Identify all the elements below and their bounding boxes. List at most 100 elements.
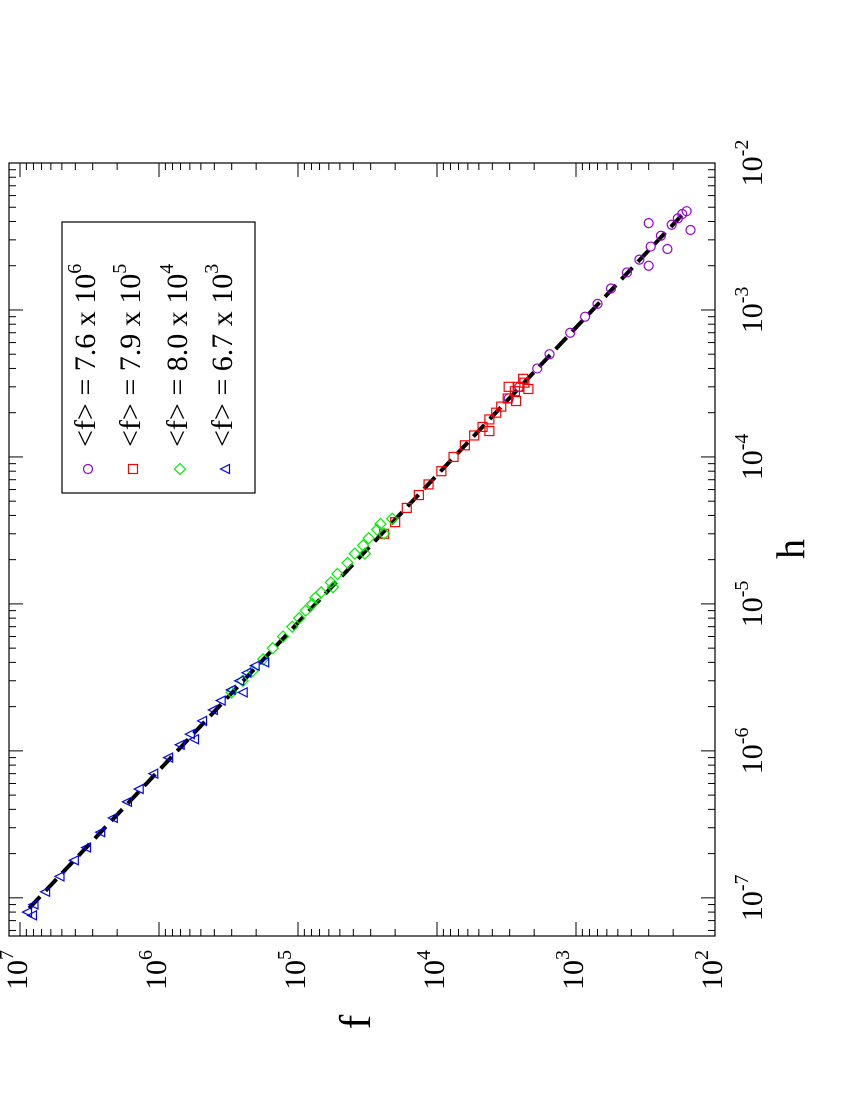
data-point-diamond bbox=[370, 523, 384, 537]
axis-ticks bbox=[9, 162, 716, 936]
data-point-circle bbox=[532, 363, 543, 374]
data-point-triangle-left bbox=[21, 906, 33, 918]
data-point-triangle-left bbox=[147, 768, 159, 780]
data-point-circle bbox=[681, 206, 692, 217]
legend-entry: <f> = 6.7 x 103 bbox=[201, 264, 239, 475]
data-point-triangle-left bbox=[240, 667, 252, 679]
data-point-triangle-left bbox=[132, 783, 144, 795]
legend-label: <f> = 6.7 x 103 bbox=[201, 264, 239, 447]
data-point-diamond bbox=[348, 547, 362, 560]
legend-entry: <f> = 7.6 x 106 bbox=[64, 264, 102, 475]
legend-entry: <f> = 7.9 x 105 bbox=[109, 264, 147, 475]
data-point-circle bbox=[565, 327, 576, 338]
data-point-triangle-left bbox=[224, 684, 236, 696]
x-axis-label: h bbox=[768, 539, 813, 559]
data-point-circle bbox=[580, 311, 591, 322]
data-point-circle bbox=[634, 254, 645, 265]
data-point-triangle-left bbox=[53, 870, 65, 882]
legend-marker-circle bbox=[82, 463, 94, 475]
data-point-square bbox=[413, 489, 424, 501]
data-point-triangle-left bbox=[206, 704, 218, 716]
legend-label: <f> = 7.6 x 106 bbox=[64, 264, 102, 447]
data-point-triangle-left bbox=[39, 886, 51, 898]
legend-marker-square bbox=[127, 463, 139, 475]
data-point-diamond bbox=[276, 630, 290, 643]
data-point-diamond bbox=[356, 539, 370, 552]
data-point-circle bbox=[643, 218, 654, 229]
legend-marker-diamond bbox=[173, 462, 187, 476]
tick-labels: 10-7 10-6 10-5 10-4 10-3 10-2 102 103 104 105 106 1… bbox=[0, 140, 769, 990]
data-point-diamond bbox=[285, 620, 299, 634]
data-point-triangle-left bbox=[67, 854, 79, 866]
f-tick-label: 102 bbox=[691, 950, 729, 990]
data-point-diamond bbox=[374, 517, 387, 531]
data-point-diamond bbox=[324, 576, 338, 589]
data-point-diamond bbox=[266, 641, 280, 655]
data-point-square bbox=[469, 430, 480, 441]
data-point-triangle-left bbox=[248, 660, 260, 672]
data-point-triangle-left bbox=[27, 899, 39, 911]
data-point-square bbox=[448, 451, 459, 463]
data-point-circle bbox=[544, 349, 555, 360]
legend-entry: <f> = 8.0 x 104 bbox=[156, 264, 194, 476]
data-point-circle bbox=[592, 298, 603, 309]
data-point-square bbox=[423, 479, 434, 490]
data-point-triangle-left bbox=[258, 656, 270, 668]
data-point-diamond bbox=[358, 547, 372, 560]
data-points bbox=[21, 206, 696, 921]
data-point-circle bbox=[643, 260, 654, 271]
data-point-diamond bbox=[341, 556, 354, 570]
data-point-square bbox=[436, 466, 447, 477]
h-tick-label: 10-2 bbox=[731, 140, 769, 187]
data-point-square bbox=[459, 440, 470, 451]
data-point-diamond bbox=[314, 585, 328, 599]
data-point-circle bbox=[662, 243, 673, 255]
data-point-diamond bbox=[292, 611, 306, 625]
f-tick-label: 107 bbox=[0, 950, 34, 990]
legend-label: <f> = 7.9 x 105 bbox=[109, 264, 147, 447]
data-point-circle bbox=[645, 241, 656, 252]
data-point-square bbox=[484, 425, 495, 437]
data-point-square bbox=[484, 414, 495, 425]
data-point-square bbox=[496, 401, 507, 412]
f-tick-label: 104 bbox=[413, 950, 451, 990]
h-tick-label: 10-4 bbox=[731, 434, 769, 481]
data-point-triangle-left bbox=[188, 733, 200, 745]
data-point-circle bbox=[655, 230, 667, 241]
f-tick-label: 106 bbox=[135, 950, 173, 990]
data-point-triangle-left bbox=[121, 796, 133, 808]
data-point-triangle-left bbox=[94, 826, 106, 838]
y-axis-label: f bbox=[331, 1014, 380, 1029]
data-point-diamond bbox=[326, 580, 340, 594]
legend-box bbox=[61, 221, 256, 494]
data-point-square bbox=[518, 373, 529, 384]
data-point-triangle-left bbox=[196, 715, 208, 727]
data-point-circle bbox=[605, 283, 617, 294]
h-tick-label: 10-5 bbox=[731, 581, 769, 628]
data-point-triangle-left bbox=[214, 695, 226, 707]
data-point-diamond bbox=[299, 604, 313, 617]
data-point-square bbox=[502, 393, 513, 404]
data-point-triangle-left bbox=[173, 739, 185, 751]
h-tick-label: 10-3 bbox=[731, 287, 769, 334]
data-point-diamond bbox=[385, 512, 399, 526]
data-point-square bbox=[503, 381, 514, 392]
data-point-triangle-left bbox=[233, 675, 245, 687]
data-point-circle bbox=[666, 219, 677, 230]
legend-label: <f> = 8.0 x 104 bbox=[156, 264, 194, 447]
data-point-triangle-left bbox=[183, 728, 195, 740]
data-point-square bbox=[510, 395, 522, 407]
data-point-circle bbox=[685, 224, 696, 236]
h-tick-label: 10-7 bbox=[731, 875, 769, 922]
data-point-diamond bbox=[331, 567, 344, 581]
legend: <f> = 7.6 x 106<f> = 7.9 x 105<f> = 8.0 … bbox=[61, 221, 256, 494]
data-point-diamond bbox=[377, 527, 391, 541]
legend-entries: <f> = 7.6 x 106<f> = 7.9 x 105<f> = 8.0 … bbox=[64, 264, 239, 476]
f-tick-label: 103 bbox=[552, 950, 590, 990]
data-point-square bbox=[523, 383, 534, 395]
data-point-square bbox=[401, 502, 412, 514]
h-tick-label: 10-6 bbox=[731, 728, 769, 775]
data-point-triangle-left bbox=[236, 686, 248, 698]
data-point-triangle-left bbox=[80, 842, 92, 853]
data-point-circle bbox=[621, 267, 633, 278]
